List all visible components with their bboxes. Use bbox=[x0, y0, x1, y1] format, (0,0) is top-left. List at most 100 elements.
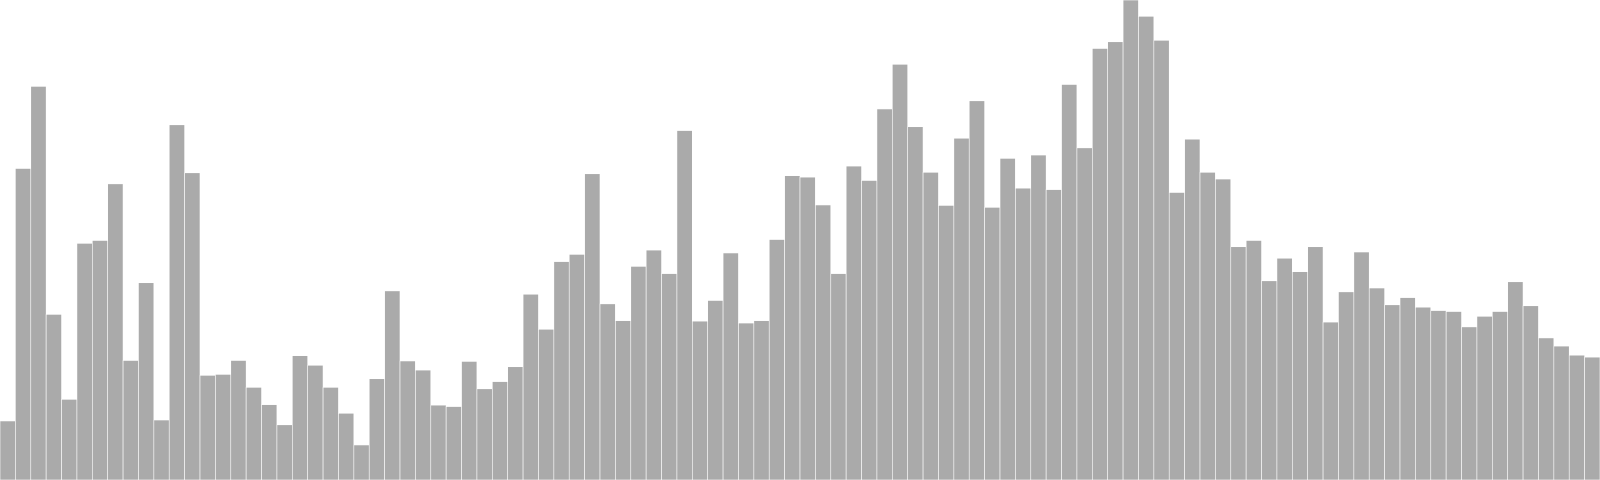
histogram-bar bbox=[938, 205, 955, 480]
histogram-bar bbox=[1445, 311, 1462, 480]
histogram-bar bbox=[430, 404, 447, 480]
histogram-bar bbox=[1153, 40, 1170, 480]
histogram-bar bbox=[1476, 316, 1493, 480]
histogram-bar bbox=[630, 266, 647, 480]
histogram-bar bbox=[1322, 321, 1339, 480]
histogram-bar bbox=[676, 130, 693, 480]
histogram-bar bbox=[1276, 257, 1293, 480]
histogram-bar bbox=[1461, 326, 1478, 480]
histogram-bar bbox=[1122, 0, 1139, 480]
histogram-bar bbox=[907, 126, 924, 480]
histogram-bar bbox=[1015, 187, 1032, 480]
histogram-bar bbox=[1076, 147, 1093, 480]
histogram-bar bbox=[476, 388, 493, 480]
histogram-bar bbox=[30, 86, 47, 480]
histogram-bar bbox=[1030, 154, 1047, 480]
histogram-bar bbox=[692, 320, 708, 480]
histogram-bar bbox=[1430, 310, 1447, 480]
histogram-bar bbox=[1045, 189, 1062, 480]
histogram-bar bbox=[861, 180, 878, 480]
histogram-bar bbox=[707, 300, 724, 480]
histogram-bar bbox=[799, 176, 816, 480]
histogram-bar bbox=[307, 364, 324, 480]
histogram-bar bbox=[199, 375, 216, 480]
histogram-bar bbox=[830, 273, 847, 480]
histogram-bar bbox=[338, 412, 355, 480]
histogram-bar bbox=[768, 239, 785, 480]
histogram-bar bbox=[153, 419, 170, 480]
histogram-bar bbox=[261, 404, 278, 480]
histogram-bar bbox=[1107, 41, 1124, 480]
histogram-bar bbox=[1184, 138, 1201, 480]
histogram-bar bbox=[522, 293, 539, 480]
histogram-bar bbox=[1307, 246, 1324, 480]
histogram-bar bbox=[1245, 240, 1262, 480]
histogram-bar bbox=[138, 282, 155, 480]
histogram-bar bbox=[292, 355, 308, 480]
histogram-bar bbox=[1215, 178, 1232, 480]
histogram-bar bbox=[568, 254, 585, 480]
histogram-bar bbox=[1584, 356, 1600, 480]
histogram-bar bbox=[15, 168, 32, 480]
histogram-bar bbox=[815, 204, 832, 480]
histogram-bar bbox=[215, 374, 232, 480]
histogram-bar bbox=[1522, 305, 1539, 480]
histogram-bar bbox=[784, 175, 801, 480]
histogram-bar bbox=[492, 381, 508, 480]
histogram-bar bbox=[645, 249, 662, 480]
histogram-bar bbox=[245, 387, 262, 480]
histogram-bar bbox=[61, 399, 78, 480]
histogram-bar bbox=[892, 64, 908, 480]
histogram-bar bbox=[230, 360, 247, 480]
histogram-bar bbox=[45, 314, 62, 480]
histogram-bar bbox=[384, 290, 401, 480]
histogram-bar bbox=[1199, 172, 1216, 480]
histogram-bar bbox=[661, 273, 678, 480]
histogram-bar bbox=[1368, 287, 1385, 480]
histogram-bar bbox=[168, 124, 185, 480]
histogram-bar bbox=[968, 100, 985, 480]
histogram-bar bbox=[1553, 345, 1570, 480]
histogram-bar bbox=[553, 261, 570, 480]
histogram-bar bbox=[322, 387, 339, 480]
histogram-bar bbox=[399, 360, 416, 480]
histogram-bar bbox=[753, 320, 770, 480]
histogram-bar bbox=[1507, 281, 1524, 480]
histogram-bar bbox=[353, 444, 370, 480]
histogram-bar bbox=[107, 183, 124, 480]
histogram-bar bbox=[1353, 251, 1370, 480]
histogram-bar bbox=[276, 424, 293, 480]
histogram-bar bbox=[1399, 297, 1416, 480]
histogram-bar bbox=[184, 172, 201, 480]
histogram-bar bbox=[876, 108, 893, 480]
histogram-bar bbox=[76, 243, 93, 480]
histogram-bar bbox=[722, 252, 739, 480]
histogram-bar bbox=[615, 320, 632, 480]
histogram-bar bbox=[922, 172, 939, 480]
histogram-bar bbox=[1492, 311, 1508, 480]
histogram-bar bbox=[1061, 84, 1078, 480]
histogram-bar bbox=[738, 322, 755, 480]
histogram-bar bbox=[1138, 16, 1155, 480]
histogram-bar bbox=[461, 361, 478, 480]
histogram-bar bbox=[0, 420, 16, 480]
histogram-bar bbox=[1261, 280, 1278, 480]
histogram-bar bbox=[1092, 48, 1108, 480]
histogram-bar bbox=[368, 378, 385, 480]
histogram-bar bbox=[1338, 291, 1355, 480]
histogram-bar bbox=[845, 165, 862, 480]
histogram-bar bbox=[999, 158, 1016, 480]
histogram-bar bbox=[1415, 306, 1432, 480]
histogram-bar bbox=[953, 137, 970, 480]
histogram-bar bbox=[445, 406, 462, 480]
histogram-bar bbox=[92, 240, 108, 480]
histogram-bar bbox=[1292, 271, 1308, 480]
histogram-bar bbox=[1568, 354, 1585, 480]
histogram-bar bbox=[1168, 192, 1185, 480]
histogram-bar bbox=[1230, 246, 1247, 480]
histogram-bar bbox=[984, 207, 1001, 480]
histogram-bar bbox=[599, 303, 616, 480]
